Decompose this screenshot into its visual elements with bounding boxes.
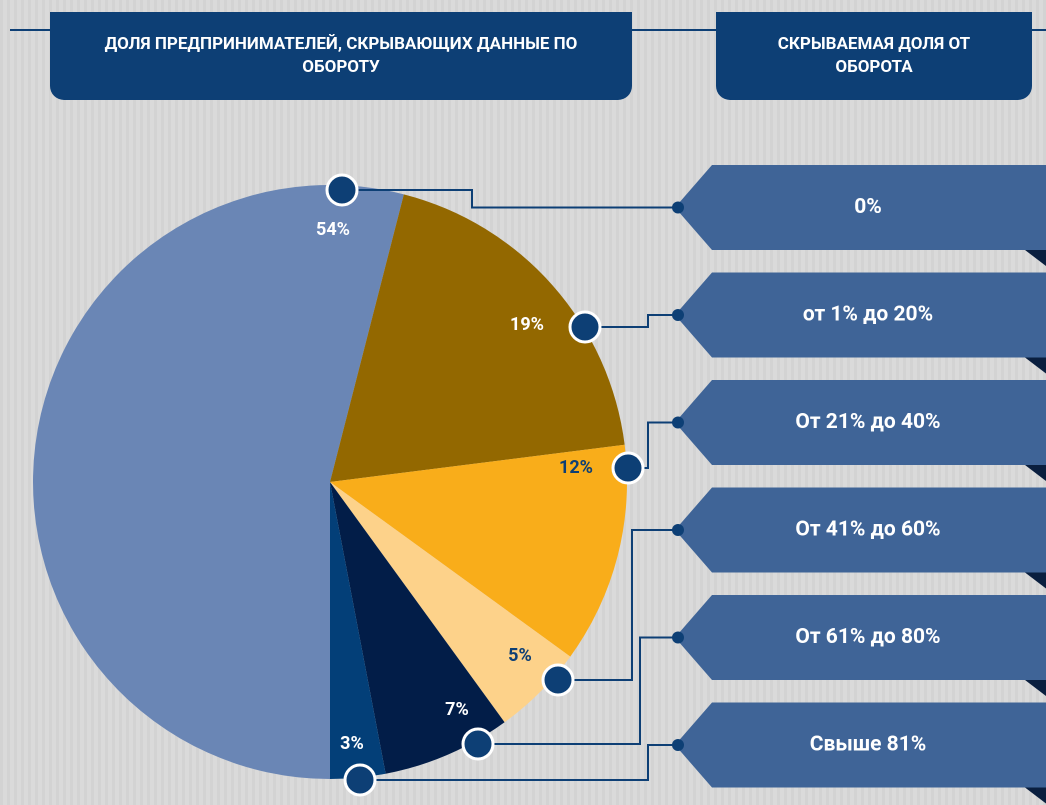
data-label: 7% bbox=[445, 699, 469, 720]
legend-tip bbox=[672, 201, 684, 214]
connector bbox=[585, 314, 675, 328]
legend-box bbox=[675, 165, 1046, 250]
pie-slice bbox=[330, 482, 571, 723]
legend-title: СКРЫВАЕМАЯ ДОЛЯ ОТ ОБОРОТА bbox=[716, 12, 1032, 100]
connector-dot bbox=[325, 173, 359, 207]
connector-dot bbox=[541, 663, 575, 697]
legend-label: От 61% до 80% bbox=[795, 625, 940, 649]
pie-slice bbox=[330, 194, 625, 482]
connector bbox=[342, 189, 675, 209]
connector-dot bbox=[611, 451, 645, 485]
legend-tip bbox=[672, 739, 684, 751]
legend-tip bbox=[672, 309, 684, 321]
legend-box bbox=[675, 487, 1046, 573]
connector bbox=[478, 636, 675, 745]
legend-label: От 21% до 40% bbox=[795, 410, 940, 434]
legend-label: Свыше 81% bbox=[810, 733, 927, 757]
pie-slice bbox=[330, 482, 386, 779]
data-label: 54% bbox=[316, 219, 350, 240]
legend-label: от 1% до 20% bbox=[803, 303, 933, 327]
legend-box bbox=[675, 380, 1046, 465]
chart-title: ДОЛЯ ПРЕДПРИНИМАТЕЛЕЙ, СКРЫВАЮЩИХ ДАННЫЕ… bbox=[50, 12, 632, 100]
data-label: 3% bbox=[340, 733, 364, 754]
legend-tip bbox=[672, 631, 684, 644]
pie-slice bbox=[32, 185, 404, 780]
legend-tip bbox=[672, 416, 684, 429]
connector-dot bbox=[343, 763, 377, 797]
pie-slice bbox=[330, 444, 627, 657]
connector-dot bbox=[568, 310, 602, 344]
legend-label: От 41% до 60% bbox=[795, 518, 940, 542]
legend-box bbox=[675, 272, 1046, 358]
connector-dot bbox=[461, 727, 495, 761]
connector bbox=[558, 529, 675, 681]
legend-box bbox=[675, 595, 1046, 680]
data-label: 5% bbox=[508, 645, 532, 666]
data-label: 12% bbox=[559, 457, 593, 478]
legend-label: 0% bbox=[854, 195, 882, 219]
legend-box bbox=[675, 702, 1046, 788]
pie-slice bbox=[330, 482, 505, 774]
legend-tip bbox=[672, 524, 684, 536]
data-label: 19% bbox=[510, 314, 544, 335]
connector bbox=[360, 744, 675, 781]
